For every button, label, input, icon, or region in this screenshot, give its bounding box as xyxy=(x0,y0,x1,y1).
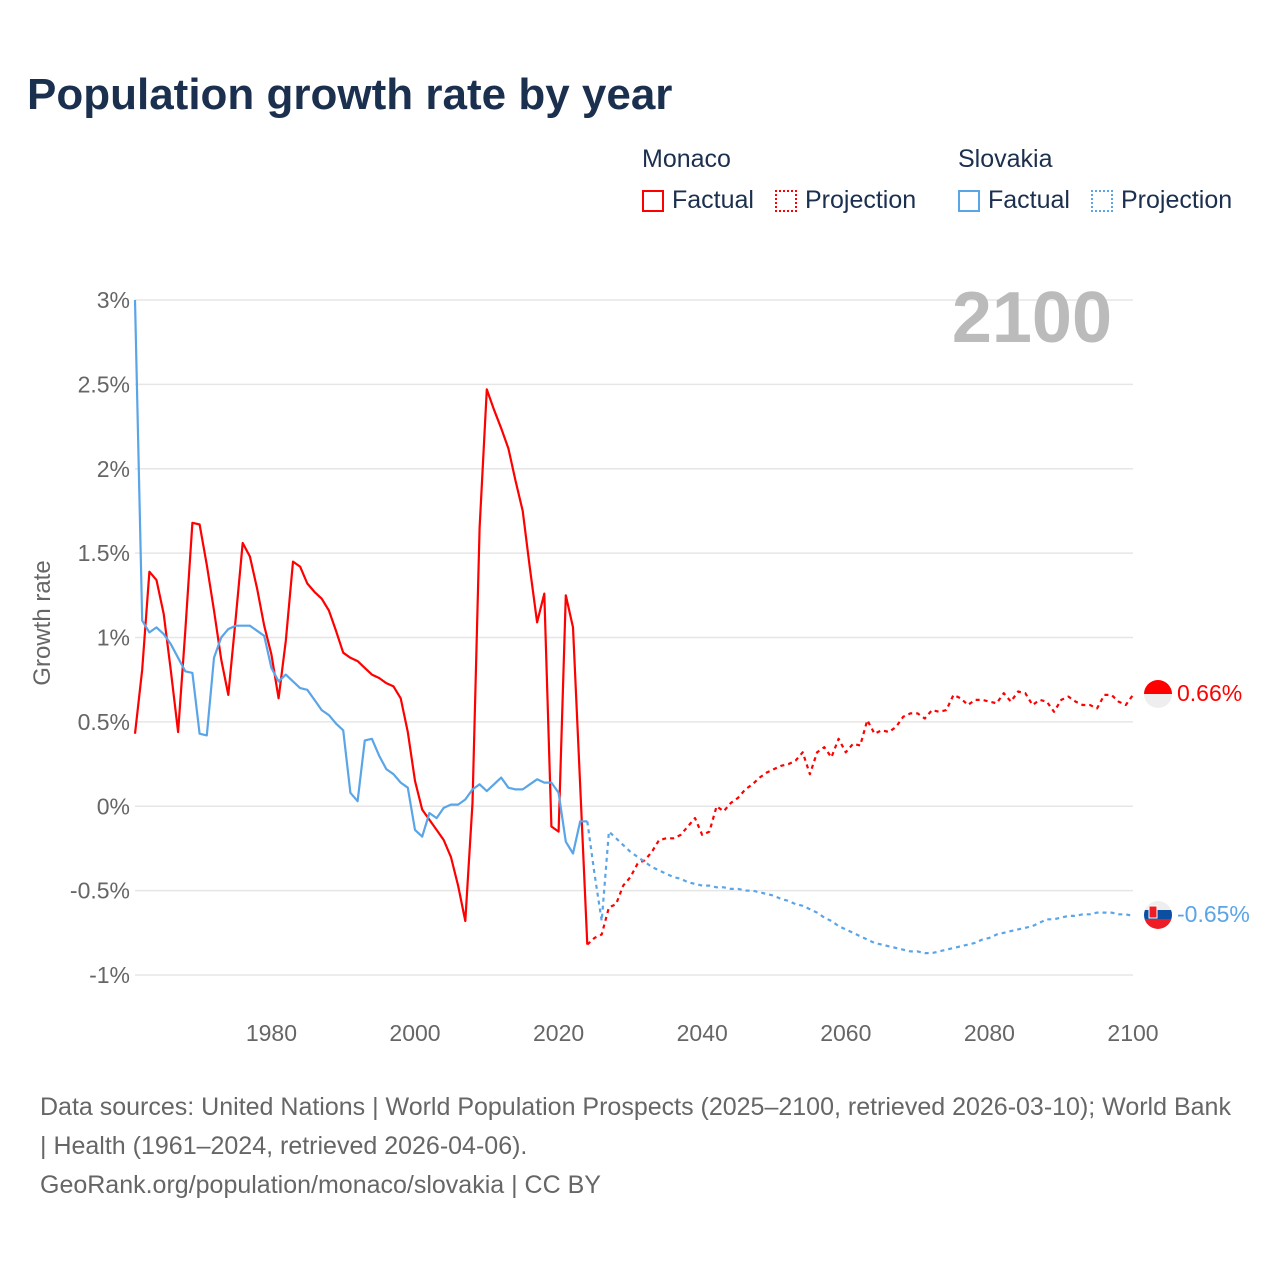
monaco-projection-line xyxy=(586,690,1134,946)
legend-label: Factual xyxy=(672,186,754,214)
legend-monaco-factual[interactable]: Factual xyxy=(642,186,754,215)
slovakia-projection-line xyxy=(586,821,1134,955)
footer: Data sources: United Nations | World Pop… xyxy=(40,1088,1240,1205)
solid-swatch-icon xyxy=(642,189,664,212)
y-tick-label: 0% xyxy=(97,793,130,819)
x-tick-label: 2100 xyxy=(1107,1020,1158,1046)
data-sources: Data sources: United Nations | World Pop… xyxy=(40,1093,1231,1160)
credit-link[interactable]: GeoRank.org/population/monaco/slovakia |… xyxy=(40,1171,601,1199)
dotted-swatch-icon xyxy=(1091,189,1113,212)
legend-label: Factual xyxy=(988,186,1070,214)
y-tick-label: 2.5% xyxy=(78,371,130,397)
chart-title: Population growth rate by year xyxy=(27,70,673,119)
legend-monaco-projection[interactable]: Projection xyxy=(775,186,916,215)
x-tick-label: 2080 xyxy=(964,1020,1015,1046)
slovakia-flag-icon xyxy=(1144,901,1172,929)
monaco-flag-icon xyxy=(1144,680,1172,708)
slovakia-factual-line xyxy=(133,299,588,855)
legend-group-monaco: Monaco xyxy=(642,145,731,173)
legend-slovakia-projection[interactable]: Projection xyxy=(1091,186,1232,215)
dotted-swatch-icon xyxy=(775,189,797,212)
slovakia-end-value: -0.65% xyxy=(1177,901,1250,927)
year-watermark: 2100 xyxy=(952,278,1112,358)
legend-group-slovakia: Slovakia xyxy=(958,145,1053,173)
y-tick-label: 3% xyxy=(97,287,130,313)
y-tick-label: 1.5% xyxy=(78,540,130,566)
y-tick-label: -0.5% xyxy=(70,878,130,904)
solid-swatch-icon xyxy=(958,189,980,212)
y-tick-label: -1% xyxy=(89,962,130,988)
x-tick-label: 2040 xyxy=(677,1020,728,1046)
x-tick-label: 1980 xyxy=(246,1020,297,1046)
legend-label: Projection xyxy=(805,186,917,214)
y-tick-label: 2% xyxy=(97,456,130,482)
x-tick-label: 2020 xyxy=(533,1020,584,1046)
y-tick-label: 0.5% xyxy=(78,709,130,735)
x-tick-label: 2060 xyxy=(820,1020,871,1046)
monaco-end-value: 0.66% xyxy=(1177,680,1242,706)
legend-label: Projection xyxy=(1121,186,1233,214)
y-axis-label: Growth rate xyxy=(29,560,56,685)
monaco-factual-line xyxy=(133,388,589,945)
y-tick-label: 1% xyxy=(97,625,130,651)
legend-slovakia-factual[interactable]: Factual xyxy=(958,186,1070,215)
x-tick-label: 2000 xyxy=(389,1020,440,1046)
